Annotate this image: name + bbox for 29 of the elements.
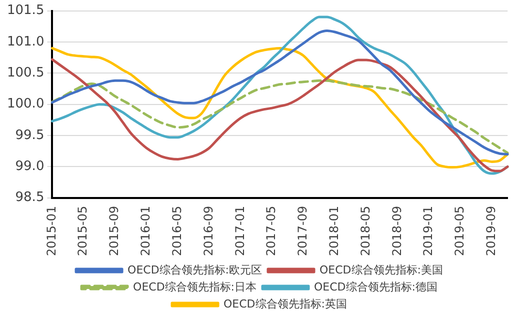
line-series: [50, 79, 509, 154]
x-tick-label: 2017-09: [296, 206, 310, 256]
x-tick-label: 2018-05: [358, 206, 372, 256]
x-tick-label: 2018-01: [326, 206, 341, 256]
y-tick-label: 101.5: [7, 3, 44, 18]
x-tick-label: 2016-09: [201, 206, 216, 256]
x-tick-label: 2019-05: [452, 206, 467, 256]
y-tick-label: 99.5: [15, 128, 44, 143]
y-tick-label: 99.0: [15, 159, 44, 174]
x-tick-label: 2015-01: [44, 206, 58, 256]
x-tick-label: 2018-09: [390, 206, 404, 256]
x-tick-label: 2019-01: [421, 206, 436, 256]
legend-label: OECD综合领先指标:美国: [320, 263, 443, 276]
legend-label: OECD综合领先指标:日本: [133, 280, 257, 294]
line-series: [50, 30, 509, 156]
y-tick-label: 100.5: [7, 66, 44, 81]
legend-label: OECD综合领先指标:德国: [314, 280, 438, 294]
y-tick-label: 101.0: [7, 34, 44, 50]
legend-label: OECD综合领先指标:英国: [224, 297, 347, 310]
x-tick-label: 2016-05: [170, 206, 184, 256]
x-tick-label: 2015-09: [107, 206, 122, 256]
x-tick-label: 2016-01: [138, 206, 153, 256]
x-tick-label: 2017-05: [264, 206, 278, 256]
y-tick-label: 100.0: [7, 96, 44, 112]
x-tick-label: 2017-01: [232, 206, 247, 256]
x-tick-label: 2019-09: [484, 206, 498, 256]
y-tick-label: 98.5: [15, 190, 44, 206]
x-tick-label: 2015-05: [76, 206, 90, 256]
legend-label: OECD综合领先指标:欧元区: [128, 263, 262, 276]
